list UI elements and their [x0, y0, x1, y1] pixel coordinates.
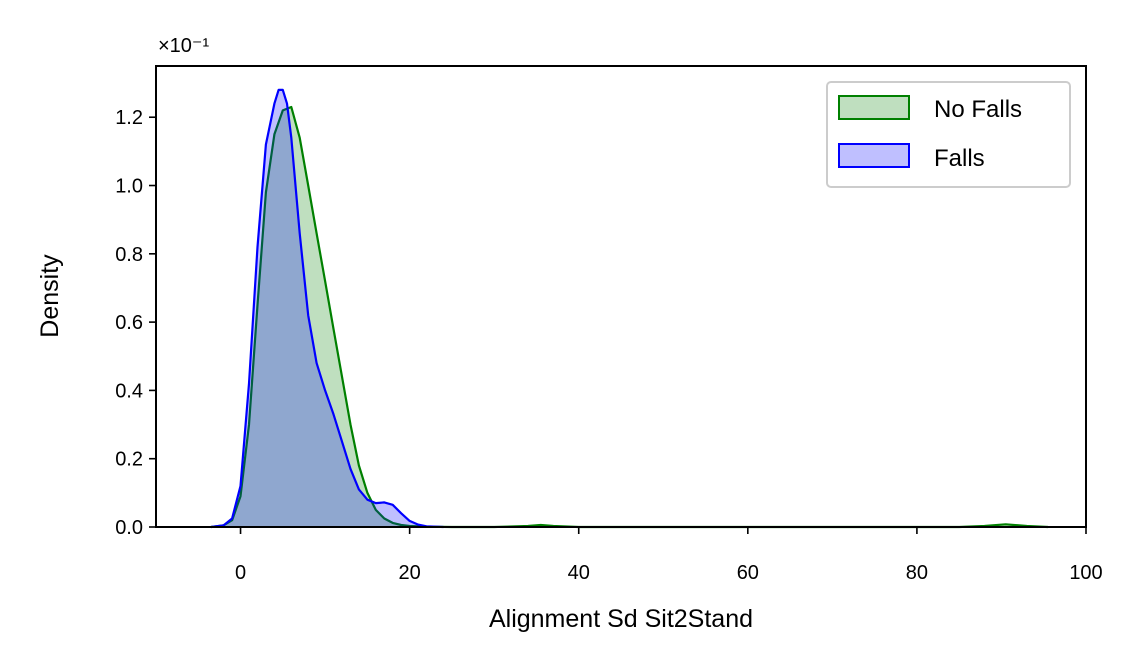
y-axis: 0.0 0.2 0.4 0.6 0.8 1.0 1.2: [115, 107, 156, 539]
x-tick-label: 80: [906, 562, 928, 584]
legend: No Falls Falls: [826, 81, 1071, 188]
x-tick-label: 0: [235, 562, 246, 584]
y-tick-label: 0.6: [115, 312, 143, 334]
x-tick-label: 60: [737, 562, 759, 584]
x-axis: 0 20 40 60 80 100: [235, 527, 1103, 584]
y-tick-label: 0.4: [115, 380, 143, 402]
y-offset-text: ×10⁻¹: [158, 35, 209, 57]
y-tick-label: 0.0: [115, 517, 143, 539]
y-tick-label: 1.0: [115, 176, 143, 198]
x-tick-label: 20: [399, 562, 421, 584]
plot-frame: [155, 65, 1087, 528]
legend-swatch-falls: [838, 143, 910, 168]
series-area-falls: [211, 89, 444, 528]
y-tick-label: 0.8: [115, 244, 143, 266]
legend-swatch-no-falls: [838, 95, 910, 120]
series-area-no-falls: [211, 107, 1048, 527]
y-axis-title: Density: [36, 254, 64, 338]
y-tick-label: 0.2: [115, 449, 143, 471]
legend-box: [826, 81, 1071, 188]
y-tick-label: 1.2: [115, 107, 143, 129]
x-axis-title: Alignment Sd Sit2Stand: [489, 605, 753, 633]
x-tick-label: 100: [1069, 562, 1102, 584]
legend-label-no-falls: No Falls: [934, 96, 1022, 123]
series-line-falls: [210, 88, 444, 529]
legend-label-falls: Falls: [934, 145, 985, 172]
x-tick-label: 40: [568, 562, 590, 584]
